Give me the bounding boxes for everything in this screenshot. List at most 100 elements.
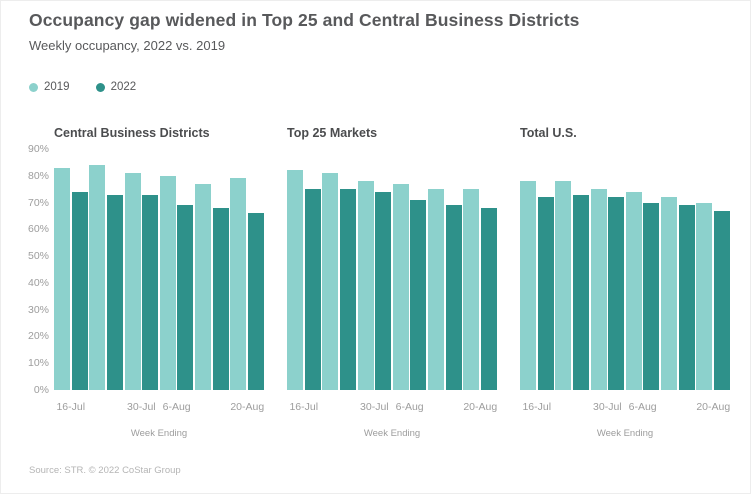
- bar-2019-group-5: [696, 202, 713, 390]
- bar-group-2: [357, 181, 392, 390]
- bar-2019-group-2: [590, 189, 607, 390]
- plot-area-total-u-s: [520, 149, 730, 390]
- bar-group-1: [89, 165, 123, 390]
- bar-2019-group-0: [287, 170, 303, 390]
- plot-area-top-25-markets: [287, 149, 497, 390]
- x-tick-label-20-aug: 20-Aug: [463, 401, 498, 413]
- bar-2019-group-2: [357, 181, 374, 390]
- y-axis: 0% 10% 20% 30% 40% 50% 60% 70% 80% 90%: [27, 143, 49, 396]
- bar-2019-group-0: [520, 181, 536, 390]
- y-tick-label: 40%: [27, 276, 49, 289]
- plot-area-central-business-districts: [54, 149, 264, 390]
- bar-group-4: [195, 183, 229, 390]
- bar-2019-group-3: [159, 175, 176, 390]
- bar-2022-group-3: [177, 205, 194, 390]
- bar-2022-group-4: [212, 207, 229, 390]
- y-tick-label: 20%: [27, 330, 49, 343]
- y-tick-label: 90%: [27, 143, 49, 155]
- bar-2019-group-3: [625, 191, 642, 390]
- bar-2022-group-1: [106, 194, 123, 390]
- bar-2022-group-1: [572, 194, 589, 390]
- x-tick-label-16-jul: 16-Jul: [56, 401, 86, 413]
- bar-2019-group-1: [322, 173, 339, 390]
- bar-group-5: [696, 202, 730, 390]
- bar-group-0: [520, 181, 554, 390]
- legend-label-2019: 2019: [44, 81, 70, 93]
- chart-panel-top-25-markets: Top 25 Markets 16-Jul 30-Jul 6-Aug 20-Aug Wee…: [262, 121, 498, 451]
- chart-panel-total-u-s: Total U.S. 16-Jul 30-Jul 6-Aug 20-Aug Week En…: [495, 121, 731, 451]
- bar-2022-group-5: [480, 207, 497, 390]
- y-tick-label: 10%: [27, 357, 49, 370]
- y-tick-label: 60%: [27, 223, 49, 236]
- source-note: Source: STR. © 2022 CoStar Group: [29, 465, 181, 476]
- chart-title-top-25-markets: Top 25 Markets: [287, 126, 378, 140]
- y-tick-label: 70%: [27, 196, 49, 209]
- x-tick-label-6-aug: 6-Aug: [162, 401, 191, 413]
- page-title: Occupancy gap widened in Top 25 and Cent…: [29, 10, 580, 30]
- bar-2022-group-2: [142, 194, 159, 390]
- legend-label-2022: 2022: [110, 81, 137, 93]
- bar-group-2: [124, 173, 159, 390]
- bar-2022-group-5: [247, 213, 264, 390]
- legend-dot-2022: [95, 82, 105, 92]
- x-tick-label-20-aug: 20-Aug: [696, 401, 731, 413]
- x-tick-label-30-jul: 30-Jul: [593, 401, 622, 413]
- chart-title-total-u-s: Total U.S.: [520, 126, 577, 140]
- bar-group-5: [230, 178, 264, 390]
- bar-group-2: [590, 189, 625, 390]
- bar-2019-group-1: [555, 181, 572, 390]
- bar-2022-group-0: [537, 197, 554, 390]
- x-tick-label-20-aug: 20-Aug: [230, 401, 265, 413]
- bar-2022-group-3: [410, 199, 427, 390]
- legend-dot-2019: [29, 82, 38, 92]
- legend-item-2019: 2019: [29, 81, 70, 93]
- x-tick-label-16-jul: 16-Jul: [522, 401, 552, 413]
- bar-2019-group-5: [463, 189, 480, 390]
- bar-2022-group-1: [339, 189, 356, 390]
- page-subtitle: Weekly occupancy, 2022 vs. 2019: [29, 38, 226, 53]
- bar-group-5: [463, 189, 497, 390]
- bar-2022-group-2: [375, 191, 392, 390]
- bar-group-4: [428, 189, 462, 390]
- bar-group-3: [159, 175, 194, 390]
- bar-2019-group-2: [124, 173, 141, 390]
- bar-2022-group-3: [643, 202, 660, 390]
- bar-2022-group-0: [71, 191, 88, 390]
- y-tick-label: 0%: [33, 384, 49, 396]
- bar-2019-group-4: [428, 189, 445, 390]
- bar-2022-group-4: [445, 205, 462, 390]
- bar-2019-group-1: [89, 165, 106, 390]
- chart-panel-central-business-districts: Central Business Districts 0% 10% 20% 30% 40%…: [27, 121, 265, 451]
- x-axis-title: Week Ending: [130, 428, 188, 439]
- bar-group-0: [54, 167, 88, 390]
- bar-2022-group-5: [713, 210, 730, 390]
- bar-2019-group-4: [661, 197, 678, 390]
- y-tick-label: 30%: [27, 303, 49, 316]
- y-tick-label: 50%: [27, 250, 49, 263]
- x-tick-label-6-aug: 6-Aug: [395, 401, 424, 413]
- y-tick-label: 80%: [27, 169, 49, 182]
- bar-group-3: [625, 191, 660, 390]
- bar-2019-group-5: [230, 178, 247, 390]
- x-tick-label-6-aug: 6-Aug: [628, 401, 657, 413]
- bar-2022-group-4: [678, 205, 695, 390]
- bar-group-3: [392, 183, 427, 390]
- bar-group-1: [555, 181, 589, 390]
- chart-title-central-business-districts: Central Business Districts: [54, 126, 210, 140]
- bar-2019-group-4: [195, 183, 212, 390]
- legend: 2019 2022: [29, 81, 136, 93]
- bar-group-0: [287, 170, 321, 390]
- x-tick-label-30-jul: 30-Jul: [127, 401, 156, 413]
- x-tick-label-16-jul: 16-Jul: [289, 401, 319, 413]
- bar-2019-group-0: [54, 167, 70, 390]
- bar-2022-group-0: [304, 189, 321, 390]
- bar-group-1: [322, 173, 356, 390]
- bar-2022-group-2: [608, 197, 625, 390]
- legend-item-2022: 2022: [95, 81, 137, 93]
- charts-row: Central Business Districts 0% 10% 20% 30% 40%…: [27, 121, 731, 451]
- x-axis-title: Week Ending: [596, 428, 654, 439]
- bar-2019-group-3: [392, 183, 409, 390]
- bar-group-4: [661, 197, 695, 390]
- x-axis-title: Week Ending: [363, 428, 421, 439]
